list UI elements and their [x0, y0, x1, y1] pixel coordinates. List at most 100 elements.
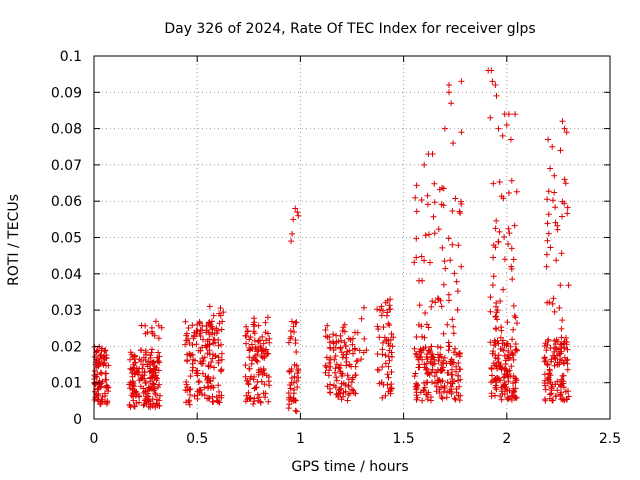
data-point	[421, 361, 428, 368]
data-point	[290, 395, 297, 402]
data-point	[547, 244, 554, 251]
data-point	[561, 176, 568, 183]
data-point	[489, 282, 496, 289]
data-point	[565, 282, 572, 289]
data-point	[206, 347, 213, 354]
data-point	[490, 180, 497, 187]
data-point	[436, 186, 443, 193]
data-point	[182, 341, 189, 348]
data-point	[457, 392, 464, 399]
data-point	[264, 314, 271, 321]
data-point	[136, 365, 143, 372]
data-point	[558, 250, 565, 257]
data-point	[449, 366, 455, 373]
data-point	[206, 303, 213, 310]
data-point	[201, 392, 208, 399]
data-point	[509, 392, 516, 399]
data-point	[492, 392, 498, 399]
data-point	[336, 386, 343, 393]
data-point	[184, 351, 191, 358]
data-point	[453, 351, 460, 358]
data-point	[378, 303, 385, 310]
data-point	[505, 395, 512, 402]
data-point	[210, 375, 217, 382]
data-point	[556, 351, 563, 358]
data-point	[492, 325, 499, 332]
data-point	[262, 329, 269, 336]
data-point	[411, 345, 418, 352]
data-point	[490, 273, 497, 280]
data-point	[127, 404, 134, 410]
data-point	[257, 399, 264, 406]
data-point	[456, 350, 463, 356]
data-point	[126, 381, 133, 388]
data-point	[187, 352, 194, 359]
data-point	[438, 303, 445, 310]
y-tick-label: 0.08	[51, 122, 82, 138]
data-point	[141, 369, 148, 375]
data-point	[149, 385, 155, 392]
data-point	[251, 330, 258, 337]
data-point	[448, 358, 455, 365]
data-point	[440, 330, 447, 337]
data-point	[440, 281, 447, 288]
data-point	[564, 346, 571, 353]
data-point	[183, 332, 190, 339]
data-point	[386, 322, 393, 329]
data-point	[444, 379, 451, 386]
data-point	[504, 394, 511, 401]
data-point	[489, 78, 496, 85]
data-point	[388, 385, 395, 391]
data-point	[454, 288, 461, 295]
data-point	[293, 408, 300, 415]
x-tick-label: 0.5	[186, 431, 208, 447]
data-point	[420, 387, 427, 393]
data-point	[435, 358, 442, 364]
data-point	[439, 395, 446, 402]
data-point	[344, 397, 351, 404]
data-point	[148, 324, 155, 331]
data-point	[155, 367, 162, 374]
data-point	[385, 363, 392, 370]
data-point	[438, 384, 444, 391]
data-point	[382, 299, 389, 306]
data-point	[387, 296, 394, 303]
data-point	[288, 318, 295, 325]
data-point	[544, 361, 551, 367]
data-point	[431, 373, 438, 380]
data-point	[513, 188, 520, 195]
data-point	[203, 323, 210, 330]
data-point	[425, 389, 432, 396]
data-point	[500, 286, 507, 293]
data-point	[198, 391, 205, 398]
data-point	[147, 352, 154, 359]
data-point	[495, 125, 502, 132]
data-point	[439, 367, 446, 374]
data-point	[423, 321, 430, 328]
data-point	[487, 339, 494, 346]
data-point	[445, 339, 452, 346]
data-point	[265, 398, 272, 405]
data-point	[513, 346, 520, 353]
data-point	[545, 188, 552, 195]
data-point	[558, 396, 565, 403]
data-point	[255, 369, 262, 376]
data-point	[197, 386, 204, 393]
data-point	[322, 369, 329, 376]
data-point	[458, 129, 465, 136]
data-point	[501, 234, 508, 240]
data-point	[549, 381, 556, 388]
data-point	[209, 318, 215, 325]
data-point	[200, 336, 207, 343]
data-point	[338, 396, 345, 403]
data-point	[330, 340, 337, 347]
data-point	[142, 347, 149, 354]
data-point	[416, 348, 423, 355]
data-point	[552, 219, 559, 226]
data-point	[93, 357, 100, 364]
data-point	[93, 364, 100, 371]
data-point	[439, 244, 446, 251]
data-point	[330, 382, 337, 389]
data-point	[434, 351, 441, 358]
data-point	[542, 397, 549, 404]
